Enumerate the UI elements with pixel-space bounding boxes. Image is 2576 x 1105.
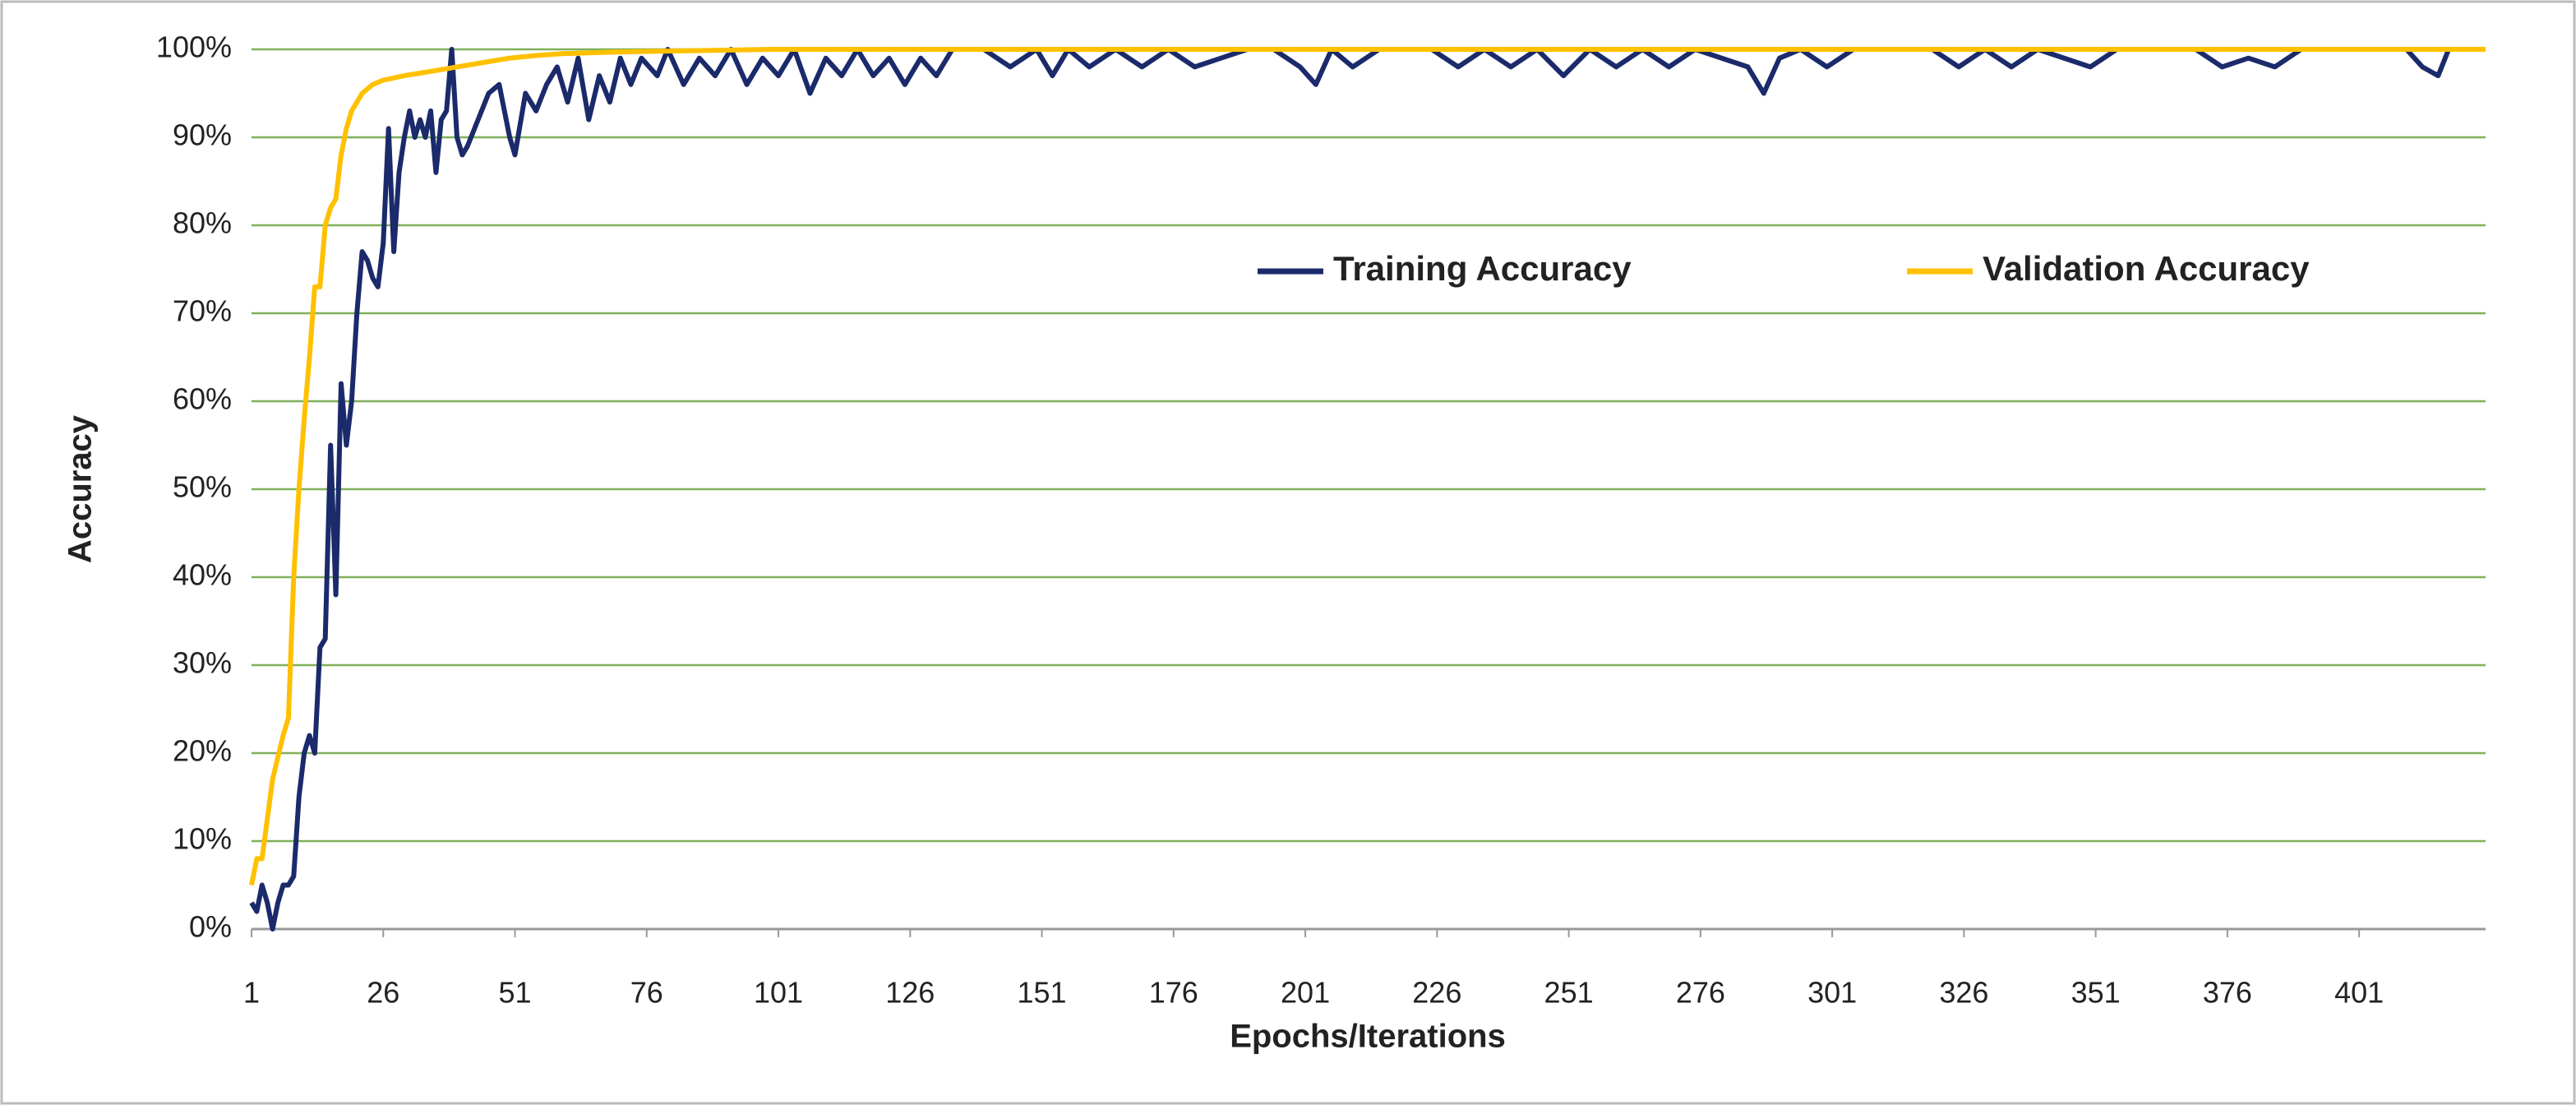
y-tick-label: 90% (173, 118, 232, 152)
x-tick-label: 76 (630, 976, 663, 1010)
y-tick-label: 100% (156, 30, 232, 64)
y-tick-label: 50% (173, 470, 232, 504)
x-tick-label: 26 (367, 976, 399, 1010)
x-tick-label: 251 (1544, 976, 1594, 1010)
legend-label: Training Accuracy (1333, 249, 1632, 288)
y-tick-label: 30% (173, 646, 232, 680)
x-tick-label: 351 (2071, 976, 2121, 1010)
y-tick-label: 40% (173, 558, 232, 592)
x-tick-label: 201 (1281, 976, 1330, 1010)
x-tick-label: 401 (2334, 976, 2384, 1010)
x-tick-label: 226 (1412, 976, 1461, 1010)
x-tick-label: 176 (1149, 976, 1198, 1010)
series-line (249, 47, 2486, 886)
legend-label: Validation Accuracy (1983, 249, 2310, 288)
y-tick-label: 60% (173, 382, 232, 416)
x-tick-label: 1 (243, 976, 260, 1010)
y-tick-label: 0% (189, 910, 232, 944)
x-axis-title: Epochs/Iterations (1230, 1019, 1506, 1055)
x-tick-label: 126 (885, 976, 935, 1010)
x-tick-label: 101 (754, 976, 803, 1010)
y-tick-label: 10% (173, 822, 232, 856)
x-tick-label: 51 (498, 976, 531, 1010)
x-tick-label: 301 (1807, 976, 1857, 1010)
x-tick-label: 326 (1939, 976, 1988, 1010)
y-tick-label: 20% (173, 734, 232, 768)
y-tick-label: 70% (173, 294, 232, 328)
y-axis-title: Accuracy (62, 414, 99, 563)
x-tick-label: 276 (1676, 976, 1725, 1010)
y-tick-label: 80% (173, 206, 232, 240)
x-tick-label: 151 (1018, 976, 1067, 1010)
x-tick-label: 376 (2203, 976, 2252, 1010)
series-line (249, 47, 2486, 932)
